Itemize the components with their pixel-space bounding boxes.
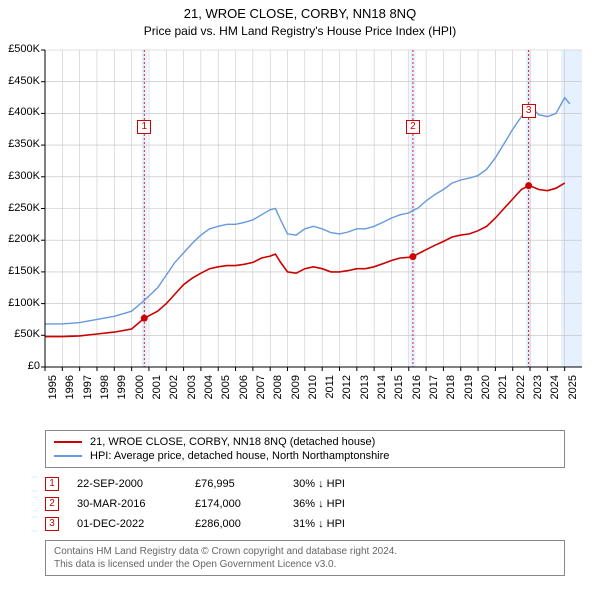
sale-marker-label: 3 — [522, 104, 536, 118]
y-tick-label: £50K — [2, 328, 40, 340]
legend-swatch — [54, 455, 82, 457]
x-tick-label: 2011 — [324, 375, 336, 405]
legend-swatch — [54, 441, 82, 443]
x-tick-label: 1997 — [82, 375, 94, 405]
x-tick-label: 2008 — [272, 375, 284, 405]
sales-row: 3 01-DEC-2022 £286,000 31% ↓ HPI — [45, 514, 565, 534]
x-tick-label: 2016 — [411, 375, 423, 405]
y-tick-label: £450K — [2, 75, 40, 87]
sales-table: 1 22-SEP-2000 £76,995 30% ↓ HPI 2 30-MAR-2016… — [45, 474, 565, 534]
sales-diff: 31% ↓ HPI — [293, 518, 345, 530]
x-tick-label: 2017 — [428, 375, 440, 405]
x-tick-label: 1995 — [47, 375, 59, 405]
x-tick-label: 2013 — [359, 375, 371, 405]
x-tick-label: 2024 — [549, 375, 561, 405]
x-tick-label: 2007 — [255, 375, 267, 405]
sales-date: 30-MAR-2016 — [77, 498, 177, 510]
x-tick-label: 2002 — [168, 375, 180, 405]
chart-container: 21, WROE CLOSE, CORBY, NN18 8NQ Price pa… — [0, 0, 600, 590]
sales-date: 01-DEC-2022 — [77, 518, 177, 530]
y-tick-label: £350K — [2, 138, 40, 150]
credits-box: Contains HM Land Registry data © Crown c… — [45, 540, 565, 576]
x-tick-label: 2012 — [341, 375, 353, 405]
x-tick-label: 2001 — [151, 375, 163, 405]
x-tick-label: 2019 — [463, 375, 475, 405]
x-tick-label: 2022 — [515, 375, 527, 405]
x-tick-label: 2018 — [445, 375, 457, 405]
x-tick-label: 2020 — [480, 375, 492, 405]
sales-price: £174,000 — [195, 498, 275, 510]
x-tick-label: 2006 — [238, 375, 250, 405]
sale-marker-label: 2 — [406, 120, 420, 134]
sales-marker: 1 — [45, 477, 59, 491]
chart-svg — [0, 42, 600, 422]
x-tick-label: 1998 — [99, 375, 111, 405]
y-tick-label: £300K — [2, 170, 40, 182]
x-tick-label: 2003 — [186, 375, 198, 405]
x-tick-label: 2014 — [376, 375, 388, 405]
y-tick-label: £500K — [2, 43, 40, 55]
x-tick-label: 2004 — [203, 375, 215, 405]
sales-row: 2 30-MAR-2016 £174,000 36% ↓ HPI — [45, 494, 565, 514]
x-tick-label: 2023 — [532, 375, 544, 405]
x-tick-label: 2010 — [307, 375, 319, 405]
sales-marker: 2 — [45, 497, 59, 511]
legend-row: HPI: Average price, detached house, Nort… — [54, 449, 556, 463]
x-tick-label: 2025 — [567, 375, 579, 405]
chart-title: 21, WROE CLOSE, CORBY, NN18 8NQ — [0, 0, 600, 21]
x-tick-label: 2005 — [220, 375, 232, 405]
legend-label: HPI: Average price, detached house, Nort… — [90, 450, 389, 462]
chart-subtitle: Price paid vs. HM Land Registry's House … — [0, 21, 600, 42]
legend-label: 21, WROE CLOSE, CORBY, NN18 8NQ (detache… — [90, 436, 375, 448]
y-tick-label: £400K — [2, 106, 40, 118]
y-tick-label: £150K — [2, 265, 40, 277]
sales-marker: 3 — [45, 517, 59, 531]
sales-price: £286,000 — [195, 518, 275, 530]
y-tick-label: £0 — [2, 360, 40, 372]
x-tick-label: 1999 — [116, 375, 128, 405]
legend-row: 21, WROE CLOSE, CORBY, NN18 8NQ (detache… — [54, 435, 556, 449]
x-tick-label: 2009 — [290, 375, 302, 405]
sales-diff: 30% ↓ HPI — [293, 478, 345, 490]
y-tick-label: £200K — [2, 233, 40, 245]
legend: 21, WROE CLOSE, CORBY, NN18 8NQ (detache… — [45, 430, 565, 468]
x-tick-label: 2021 — [497, 375, 509, 405]
sales-row: 1 22-SEP-2000 £76,995 30% ↓ HPI — [45, 474, 565, 494]
sales-diff: 36% ↓ HPI — [293, 498, 345, 510]
y-tick-label: £100K — [2, 297, 40, 309]
x-tick-label: 1996 — [64, 375, 76, 405]
x-tick-label: 2000 — [134, 375, 146, 405]
sales-date: 22-SEP-2000 — [77, 478, 177, 490]
x-tick-label: 2015 — [393, 375, 405, 405]
credits-line: This data is licensed under the Open Gov… — [54, 558, 556, 571]
sales-price: £76,995 — [195, 478, 275, 490]
y-tick-label: £250K — [2, 202, 40, 214]
credits-line: Contains HM Land Registry data © Crown c… — [54, 545, 556, 558]
chart-plot-area: £0 £50K £100K £150K £200K £250K £300K £350K £400… — [0, 42, 600, 422]
sale-marker-label: 1 — [137, 120, 151, 134]
